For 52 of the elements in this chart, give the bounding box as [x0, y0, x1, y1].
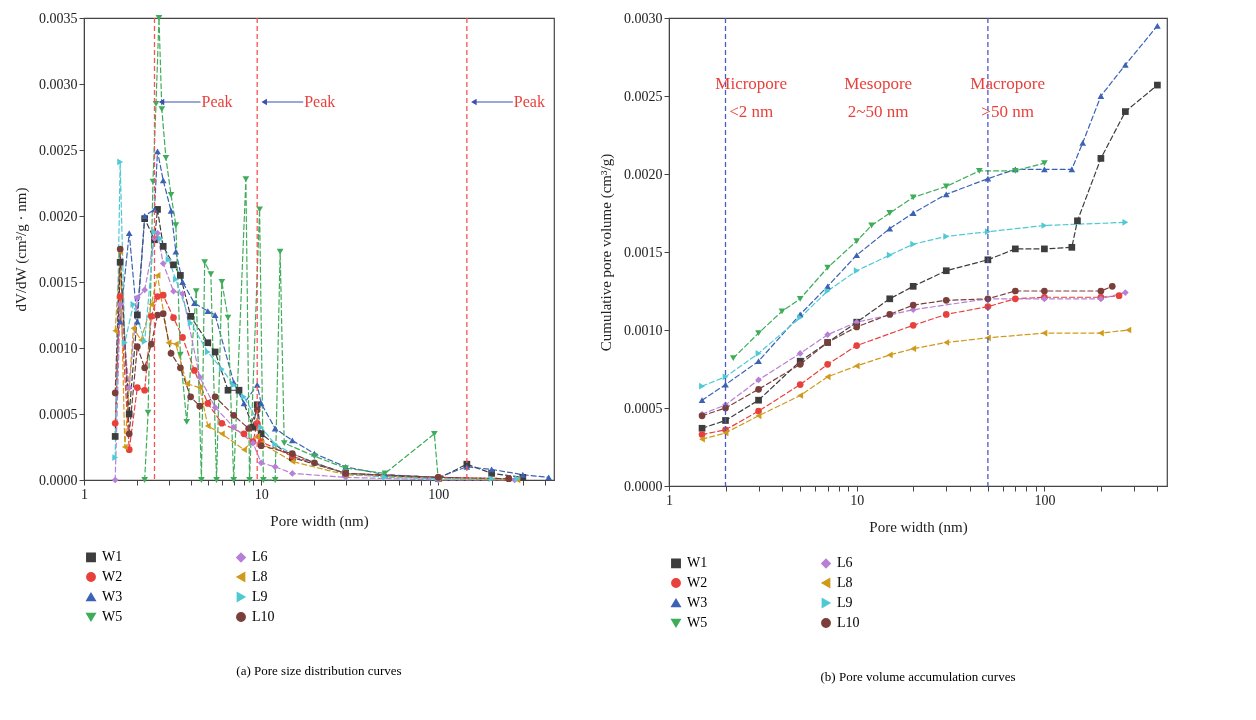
legend-label: W1 — [102, 549, 123, 565]
y-tick-label: 0.0025 — [39, 142, 78, 158]
annotation: >50 nm — [981, 102, 1034, 121]
legend-label: L10 — [837, 615, 860, 630]
x-tick-label: 10 — [850, 492, 865, 508]
y-tick-label: 0.0010 — [39, 340, 78, 356]
y-axis-title: dV/dW (cm³/g · nm) — [13, 187, 30, 312]
x-tick-label: 10 — [254, 486, 269, 502]
legend-label: W3 — [102, 589, 123, 604]
ref-line-label: Peak — [304, 93, 336, 110]
legend-label: L8 — [252, 569, 268, 584]
legend-label: W5 — [102, 609, 123, 624]
x-tick-label: 1 — [666, 492, 673, 508]
legend-label: W3 — [687, 595, 708, 610]
y-tick-label: 0.0010 — [624, 322, 663, 338]
annotation: <2 nm — [729, 102, 774, 121]
y-tick-label: 0.0000 — [39, 472, 78, 488]
x-tick-label: 1 — [81, 486, 88, 502]
y-tick-label: 0.0020 — [39, 208, 78, 224]
annotation: Mesopore — [844, 74, 913, 93]
annotation: Micropore — [715, 74, 788, 93]
ref-line-label: Peak — [201, 93, 233, 110]
legend-label: L6 — [252, 549, 268, 565]
legend-label: W1 — [687, 555, 708, 571]
y-tick-label: 0.0000 — [624, 478, 663, 494]
y-tick-label: 0.0020 — [624, 166, 663, 182]
text: (b) Pore volume accumulation curves — [820, 669, 1016, 684]
x-tick-label: 100 — [1034, 492, 1056, 508]
legend-label: L10 — [252, 609, 275, 624]
legend-label: W2 — [102, 569, 123, 584]
y-tick-label: 0.0005 — [39, 406, 78, 422]
y-tick-label: 0.0015 — [624, 244, 663, 260]
legend-label: L8 — [837, 575, 853, 590]
y-tick-label: 0.0005 — [624, 400, 663, 416]
text: (a) Pore size distribution curves — [236, 663, 402, 678]
annotation: 2~50 nm — [847, 102, 909, 121]
y-axis-title: Cumulative pore volume (cm³/g) — [598, 153, 615, 352]
y-tick-label: 0.0015 — [39, 274, 78, 290]
x-axis-title: Pore width (nm) — [869, 518, 968, 536]
y-tick-label: 0.0030 — [39, 76, 78, 92]
legend-label: L9 — [252, 589, 268, 604]
legend-label: W5 — [687, 615, 708, 630]
legend-label: L6 — [837, 555, 853, 571]
legend-label: L9 — [837, 595, 853, 610]
y-tick-label: 0.0030 — [624, 10, 663, 26]
annotation: Macropore — [970, 74, 1045, 93]
legend-label: W2 — [687, 575, 708, 590]
x-axis-title: Pore width (nm) — [270, 512, 369, 530]
y-tick-label: 0.0035 — [39, 10, 78, 26]
ref-line-label: Peak — [513, 93, 545, 110]
x-tick-label: 100 — [428, 486, 450, 502]
y-tick-label: 0.0025 — [624, 88, 663, 104]
